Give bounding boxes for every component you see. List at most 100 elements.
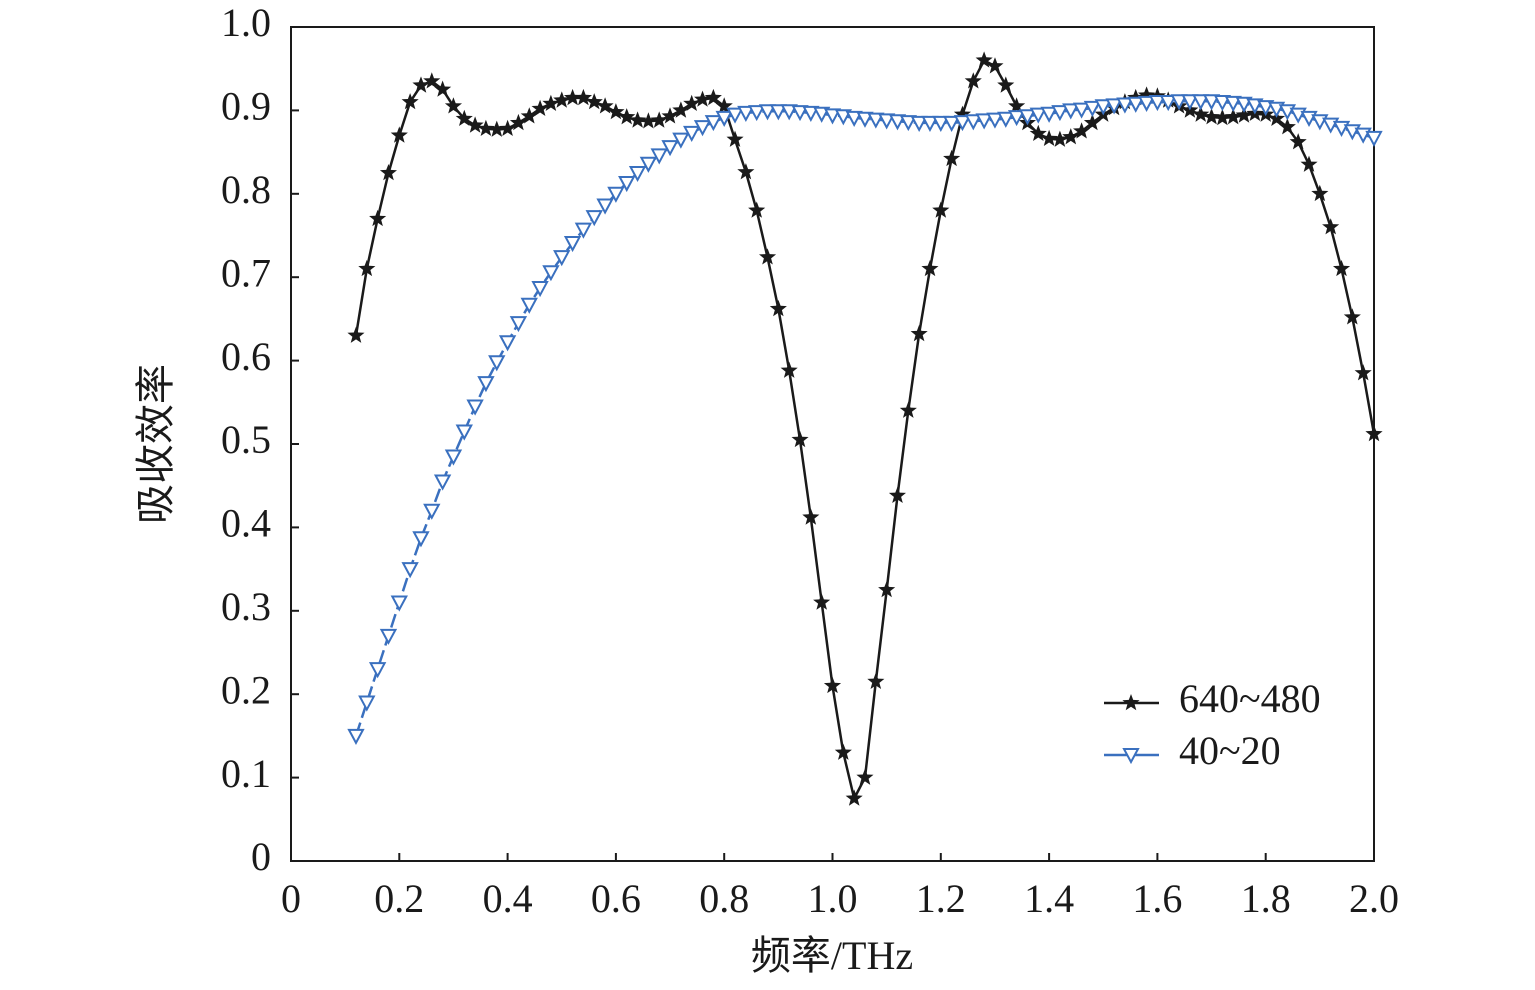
star-marker [704, 88, 722, 106]
triangle-marker [888, 114, 907, 131]
triangle-marker [997, 111, 1015, 128]
x-tick-label: 0.4 [483, 876, 533, 921]
x-tick-label: 1.8 [1241, 876, 1291, 921]
triangle-marker [542, 265, 560, 282]
star-marker [618, 108, 636, 125]
star-marker [921, 259, 939, 277]
x-tick-label: 0 [281, 876, 301, 921]
triangle-marker [563, 236, 582, 253]
triangle-marker [1137, 95, 1156, 113]
star-marker [455, 109, 473, 126]
star-marker [899, 401, 917, 418]
triangle-marker [748, 105, 766, 122]
triangle-marker [1083, 100, 1102, 118]
triangle-marker [520, 297, 538, 314]
triangle-marker [942, 115, 961, 133]
triangle-marker [455, 424, 473, 441]
triangle-marker [661, 140, 679, 157]
triangle-marker [932, 115, 950, 133]
star-marker [488, 120, 506, 137]
triangle-marker [1105, 98, 1123, 115]
star-marker [715, 97, 733, 114]
triangle-marker [1224, 95, 1242, 113]
triangle-marker [726, 107, 744, 124]
triangle-marker [412, 531, 430, 548]
star-marker [1322, 218, 1340, 235]
y-tick-label: 0.8 [221, 167, 271, 212]
triangle-marker [964, 114, 982, 131]
triangle-marker [368, 662, 387, 679]
star-marker [726, 130, 744, 147]
triangle-marker [1094, 99, 1112, 116]
star-marker [694, 90, 712, 107]
star-marker [932, 201, 950, 218]
star-marker [964, 72, 982, 89]
triangle-marker [1051, 105, 1069, 122]
triangle-marker [1018, 109, 1037, 126]
triangle-marker [693, 120, 712, 137]
star-marker [683, 94, 701, 111]
triangle-marker [921, 115, 939, 133]
star-marker [629, 111, 647, 128]
triangle-marker [1192, 94, 1210, 111]
star-marker [823, 676, 842, 694]
star-marker [379, 164, 397, 181]
star-marker [1333, 259, 1351, 277]
star-marker [564, 88, 582, 106]
x-tick-label: 1.0 [808, 876, 858, 921]
triangle-marker [1116, 97, 1134, 114]
triangle-marker [639, 156, 658, 173]
star-marker [607, 103, 625, 120]
triangle-marker [1246, 98, 1264, 115]
triangle-marker [650, 148, 668, 165]
legend-marker [1122, 694, 1140, 711]
star-marker [737, 163, 755, 180]
triangle-marker [1365, 130, 1383, 148]
star-marker [986, 57, 1004, 74]
triangle-marker [596, 198, 614, 215]
triangle-marker [509, 316, 528, 333]
triangle-marker [466, 399, 484, 416]
star-marker [423, 72, 441, 89]
triangle-marker [672, 132, 690, 149]
star-marker [780, 361, 798, 378]
star-marker [1213, 108, 1231, 126]
star-marker [1278, 118, 1296, 135]
star-marker [1311, 184, 1329, 202]
triangle-marker [531, 281, 549, 298]
triangle-marker [1235, 96, 1253, 113]
y-tick-label: 0.5 [221, 417, 271, 462]
triangle-marker [780, 104, 798, 121]
triangle-marker [585, 210, 603, 227]
star-marker [596, 97, 614, 114]
triangle-marker [1148, 95, 1167, 112]
star-marker [943, 149, 961, 167]
triangle-marker [628, 165, 647, 183]
y-tick-label: 0.1 [221, 751, 271, 796]
star-marker [1083, 113, 1101, 131]
triangle-marker [791, 105, 809, 122]
triangle-marker [1213, 95, 1232, 112]
triangle-marker [1072, 102, 1091, 119]
y-tick-label: 0.9 [221, 84, 271, 129]
triangle-marker [910, 115, 928, 133]
star-marker [672, 101, 690, 118]
triangle-marker [877, 113, 896, 130]
triangle-marker [704, 115, 723, 132]
star-marker [1365, 425, 1383, 442]
triangle-marker [1202, 94, 1221, 111]
star-marker [769, 299, 787, 317]
triangle-marker [823, 108, 842, 125]
y-tick-label: 1.0 [221, 0, 271, 45]
star-marker [1203, 108, 1221, 125]
star-marker [1343, 308, 1361, 325]
star-marker [878, 581, 896, 598]
star-marker [997, 76, 1015, 93]
star-marker [834, 743, 852, 760]
star-marker [791, 430, 809, 448]
star-marker [748, 201, 766, 218]
star-marker [1138, 86, 1156, 103]
star-marker [975, 51, 993, 68]
triangle-marker [802, 105, 820, 123]
x-tick-label: 0.6 [591, 876, 641, 921]
